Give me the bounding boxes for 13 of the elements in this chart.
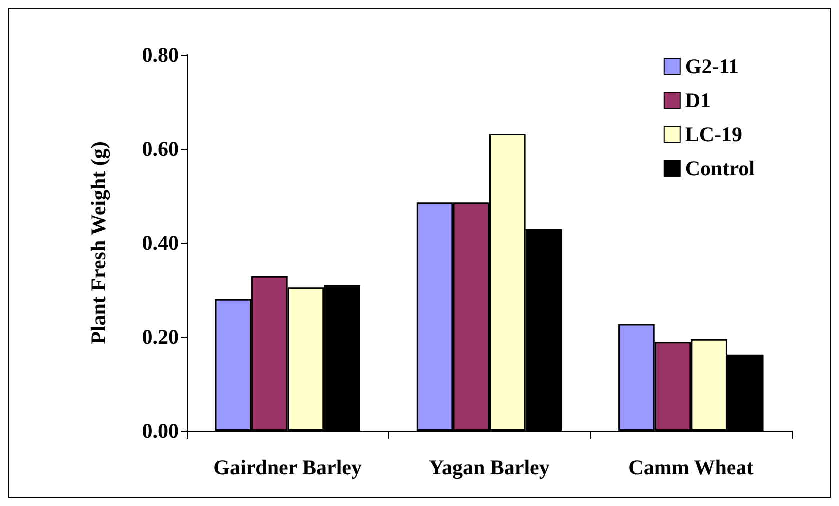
y-tick-label: 0.80: [142, 43, 179, 67]
y-tick-label: 0.20: [142, 325, 179, 349]
legend-label: Control: [685, 156, 756, 180]
x-tick-label: Gairdner Barley: [214, 456, 363, 480]
legend-label: LC-19: [685, 122, 743, 146]
legend-label: D1: [685, 88, 712, 112]
y-tick-label: 0.60: [142, 137, 179, 161]
x-tick-label: Camm Wheat: [628, 456, 754, 480]
y-tick-label: 0.00: [142, 419, 179, 443]
y-tick-label: 0.40: [142, 231, 179, 255]
x-tick-label: Yagan Barley: [429, 456, 550, 480]
legend-label: G2-11: [685, 54, 740, 78]
y-axis-title: Plant Fresh Weight (g): [86, 142, 110, 344]
